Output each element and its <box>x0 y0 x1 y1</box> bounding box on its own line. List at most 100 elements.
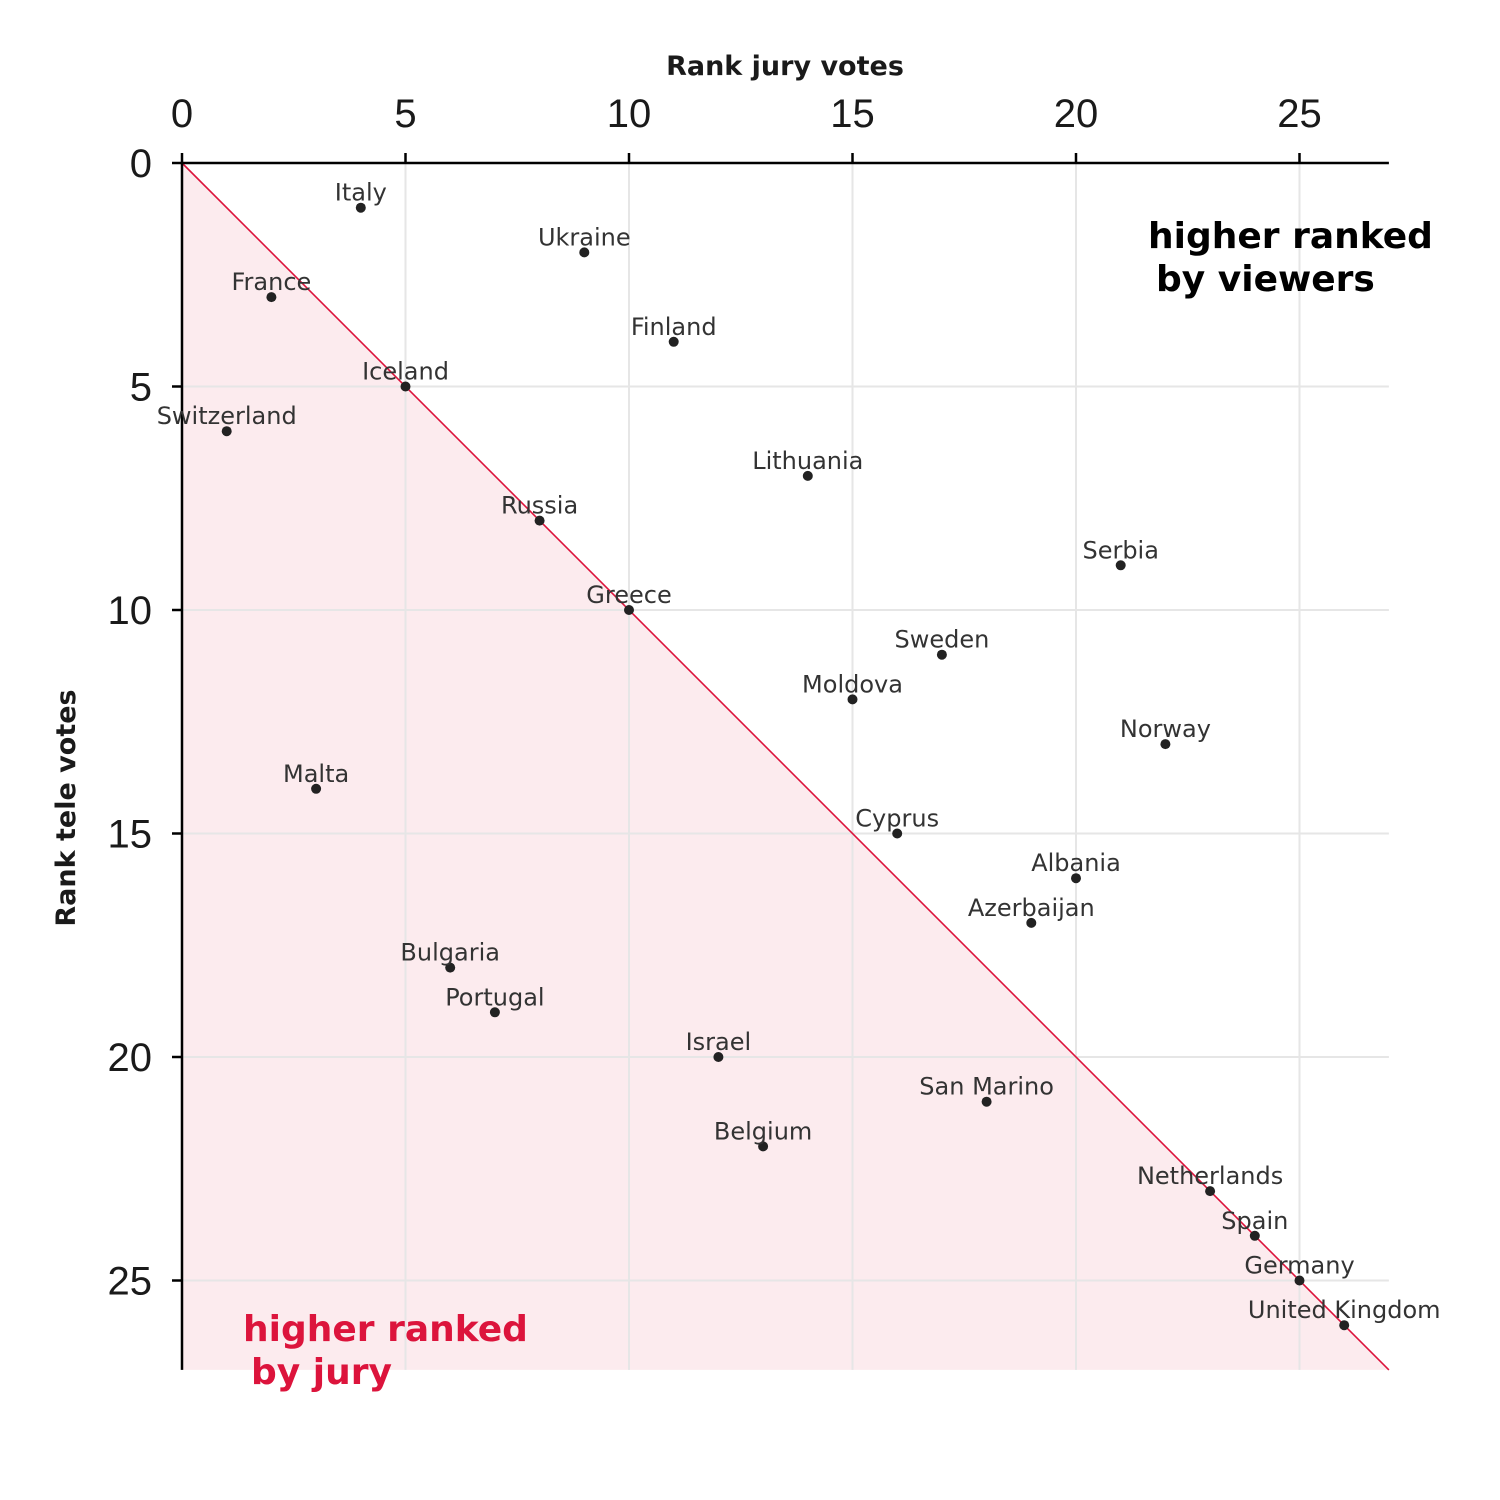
data-point <box>579 247 590 258</box>
point-label: Finland <box>631 313 717 341</box>
point-label: Germany <box>1244 1252 1354 1280</box>
data-point-group: Israel <box>686 1028 752 1062</box>
x-axis-ticks: 0 5 10 15 20 25 <box>171 92 1322 163</box>
x-tick-label: 10 <box>607 92 652 136</box>
point-label: Ukraine <box>538 223 631 251</box>
data-point-group: Iceland <box>362 358 449 392</box>
point-label: France <box>231 268 311 296</box>
y-tick-label: 5 <box>130 366 152 410</box>
y-tick-label: 10 <box>108 589 153 633</box>
data-point <box>892 828 903 839</box>
data-point <box>1115 560 1126 571</box>
data-point-group: Cyprus <box>855 805 939 839</box>
data-point <box>624 605 634 615</box>
data-point-group: Bulgaria <box>400 939 500 973</box>
point-label: Malta <box>283 760 349 788</box>
data-point-group: Albania <box>1031 849 1121 884</box>
data-point-group: Sweden <box>894 626 989 660</box>
data-point <box>1249 1230 1260 1241</box>
x-tick-label: 20 <box>1054 92 1099 136</box>
data-point-group: France <box>231 268 311 303</box>
data-point-group: Belgium <box>714 1117 812 1152</box>
point-label: Portugal <box>445 983 544 1011</box>
data-point <box>668 336 679 347</box>
data-point <box>489 1007 500 1018</box>
data-point <box>1160 739 1171 750</box>
data-point <box>847 694 858 705</box>
annotation-text: higher ranked by viewers <box>1148 216 1433 300</box>
data-points: Italy Ukraine France Finland Iceland Switzerl… <box>157 179 1441 1331</box>
x-tick-label: 25 <box>1277 92 1322 136</box>
point-label: Albania <box>1031 849 1121 877</box>
data-point <box>713 1052 724 1062</box>
point-label: Iceland <box>362 358 449 386</box>
data-point-group: Italy <box>335 179 387 213</box>
point-label: Italy <box>335 179 387 207</box>
x-axis-title: Rank jury votes <box>666 51 904 82</box>
x-tick-label: 15 <box>830 92 875 136</box>
data-point-group: Germany <box>1244 1252 1355 1286</box>
y-tick-label: 0 <box>130 142 152 186</box>
annotation-text: higher ranked by jury <box>243 1309 528 1393</box>
point-label: Cyprus <box>855 805 939 833</box>
y-axis-ticks: 0 5 10 15 20 25 <box>108 142 182 1304</box>
point-label: Sweden <box>894 626 989 654</box>
point-label: United Kingdom <box>1248 1296 1441 1324</box>
point-label: Azerbaijan <box>968 894 1095 922</box>
annotation-line: higher ranked <box>243 1309 528 1350</box>
data-point-group: Netherlands <box>1137 1162 1283 1197</box>
data-point <box>758 1141 769 1152</box>
data-point <box>534 515 545 526</box>
data-point <box>266 292 277 303</box>
data-point-group: United Kingdom <box>1248 1296 1441 1331</box>
annotation-line: by viewers <box>1156 259 1375 300</box>
data-point <box>355 202 366 213</box>
data-point <box>936 649 947 660</box>
data-point <box>1071 873 1081 884</box>
grid <box>182 163 1389 1370</box>
data-point <box>1205 1186 1216 1197</box>
point-label: Greece <box>586 581 671 609</box>
y-tick-label: 15 <box>108 813 153 857</box>
point-label: Switzerland <box>157 402 297 430</box>
y-axis-title: Rank tele votes <box>51 689 82 926</box>
point-label: Moldova <box>802 670 903 698</box>
data-point <box>221 426 232 437</box>
data-point-group: Spain <box>1221 1207 1288 1241</box>
point-label: Lithuania <box>752 447 863 475</box>
data-point-group: Russia <box>501 492 578 526</box>
data-point <box>802 470 813 481</box>
y-tick-label: 20 <box>108 1036 153 1080</box>
data-point-group: Greece <box>586 581 672 615</box>
data-point-group: Finland <box>631 313 717 347</box>
data-point-group: Portugal <box>445 983 545 1018</box>
point-label: Spain <box>1221 1207 1288 1235</box>
point-label: Netherlands <box>1137 1162 1283 1190</box>
data-point-group: San Marino <box>919 1073 1054 1107</box>
data-point-group: Moldova <box>802 670 903 705</box>
point-label: Russia <box>501 492 578 520</box>
data-point <box>400 381 411 392</box>
data-point <box>1026 917 1037 928</box>
data-point-group: Azerbaijan <box>968 894 1095 928</box>
data-point-group: Norway <box>1120 715 1211 750</box>
annotation-line: by jury <box>251 1352 392 1393</box>
point-label: Serbia <box>1082 536 1158 564</box>
annotation-line: higher ranked <box>1148 216 1433 257</box>
data-point <box>981 1096 992 1107</box>
data-point <box>311 783 322 794</box>
diagonal-line <box>181 162 1390 1371</box>
data-point-group: Switzerland <box>157 402 297 437</box>
data-point <box>445 962 456 973</box>
point-label: Norway <box>1120 715 1211 743</box>
data-point-group: Serbia <box>1082 536 1159 571</box>
data-point-group: Ukraine <box>538 223 631 258</box>
point-label: Bulgaria <box>400 939 500 967</box>
x-tick-label: 0 <box>171 92 193 136</box>
point-label: Israel <box>686 1028 752 1056</box>
y-tick-label: 25 <box>108 1260 153 1304</box>
data-point-group: Lithuania <box>752 447 863 481</box>
data-point-group: Malta <box>283 760 349 794</box>
